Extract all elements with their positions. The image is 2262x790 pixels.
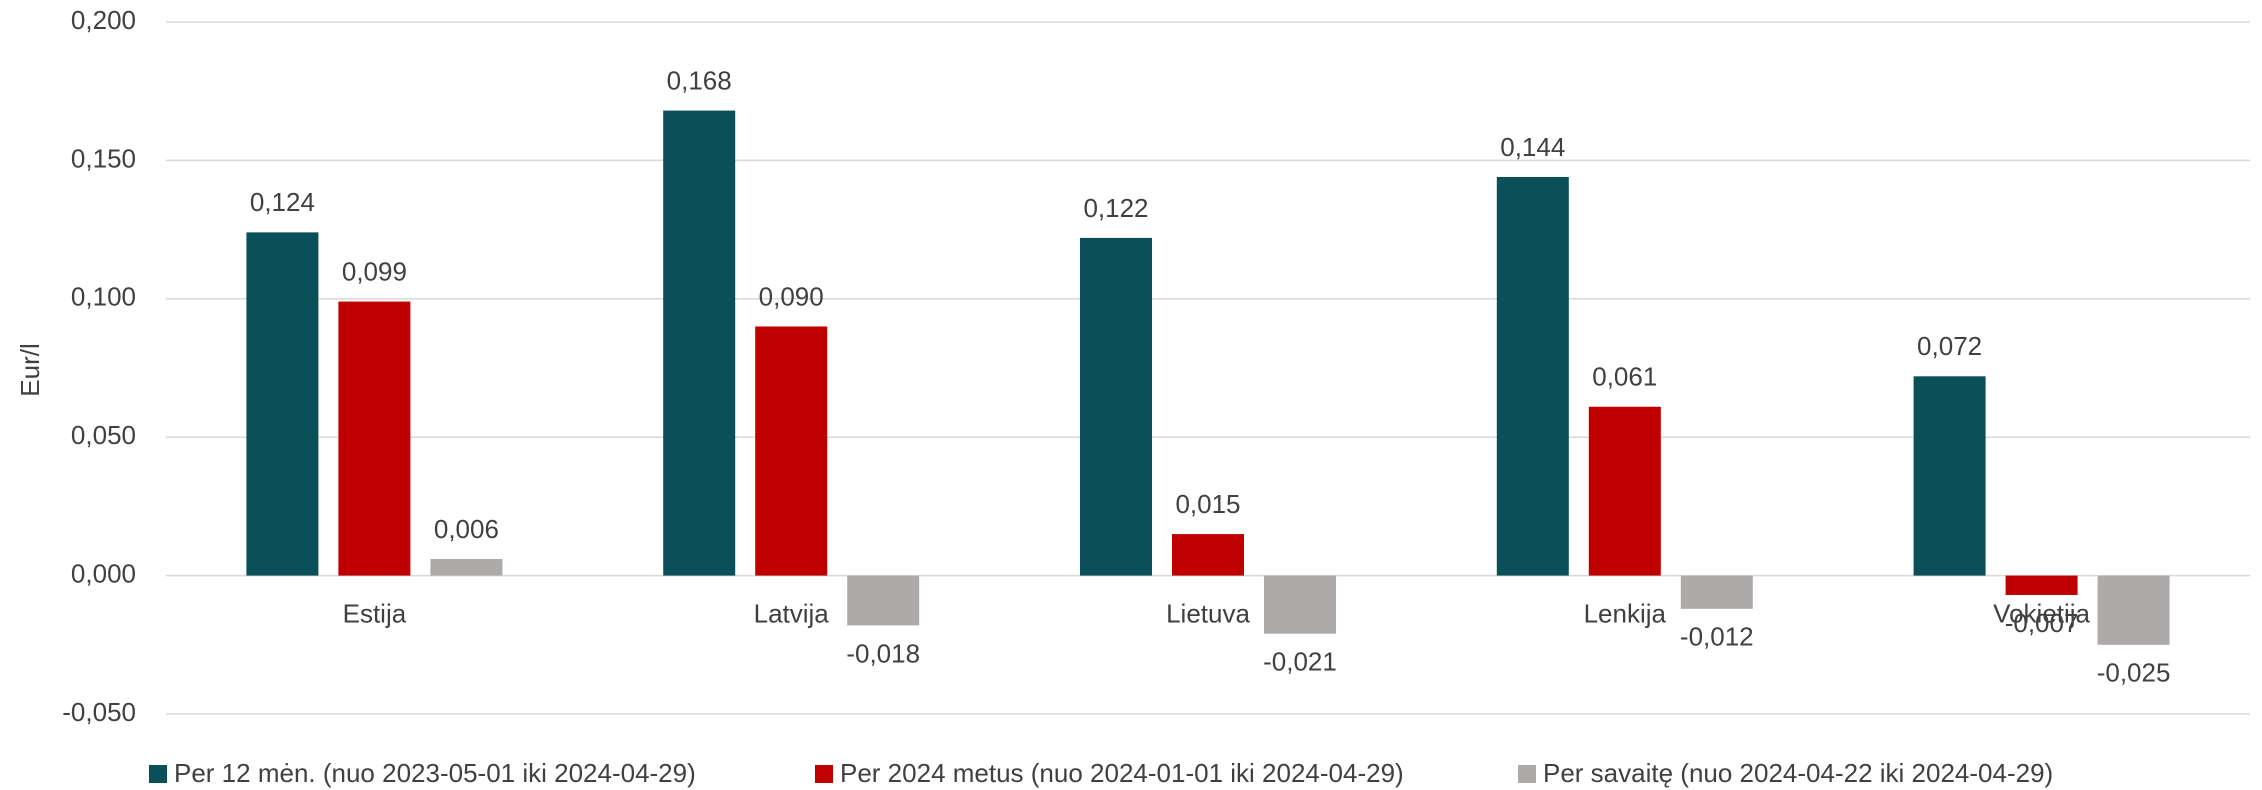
y-tick-label: -0,050 — [62, 697, 136, 727]
bar — [1588, 406, 1661, 576]
data-label: 0,124 — [250, 187, 315, 217]
bar — [1172, 534, 1244, 576]
bar — [755, 326, 828, 576]
y-tick-label: 0,050 — [71, 420, 136, 450]
data-label: 0,072 — [1917, 331, 1982, 361]
x-tick-label: Lenkija — [1584, 598, 1667, 628]
data-label: -0,018 — [846, 638, 920, 668]
bar — [338, 301, 411, 576]
bar — [430, 558, 503, 576]
y-tick-label: 0,000 — [71, 558, 136, 588]
legend-label: Per 12 mėn. (nuo 2023-05-01 iki 2024-04-… — [174, 758, 696, 788]
bar — [2097, 575, 2170, 645]
x-tick-label: Estija — [343, 598, 407, 628]
legend-swatch — [815, 765, 833, 783]
y-tick-label: 0,100 — [71, 282, 136, 312]
legend-swatch — [149, 765, 167, 783]
data-label: -0,021 — [1263, 647, 1337, 677]
data-label: 0,006 — [434, 514, 499, 544]
bar — [246, 232, 319, 576]
bar — [2005, 575, 2078, 595]
data-label: 0,099 — [342, 256, 407, 286]
data-label: -0,007 — [2005, 608, 2079, 638]
bar — [663, 110, 736, 576]
legend-swatch — [1518, 765, 1536, 783]
legend-label: Per savaitę (nuo 2024-04-22 iki 2024-04-… — [1543, 758, 2053, 788]
bar — [1680, 575, 1753, 609]
x-tick-label: Latvija — [754, 598, 830, 628]
y-tick-label: 0,200 — [71, 5, 136, 35]
data-label: 0,168 — [667, 65, 732, 95]
data-label: 0,144 — [1500, 132, 1565, 162]
x-tick-label: Vokietija — [1993, 598, 2090, 628]
data-label: 0,015 — [1175, 489, 1240, 519]
bar — [1496, 177, 1569, 576]
bar — [1264, 575, 1336, 634]
data-label: -0,025 — [2097, 658, 2171, 688]
data-label: -0,012 — [1680, 622, 1754, 652]
data-label: 0,061 — [1592, 362, 1657, 392]
x-tick-label: Lietuva — [1166, 598, 1250, 628]
y-tick-label: 0,150 — [71, 143, 136, 173]
data-label: 0,090 — [759, 281, 824, 311]
y-axis-label: Eur/l — [15, 343, 45, 396]
bar — [1080, 237, 1152, 576]
legend-label: Per 2024 metus (nuo 2024-01-01 iki 2024-… — [840, 758, 1404, 788]
bar — [847, 575, 920, 626]
data-label: 0,122 — [1083, 193, 1148, 223]
bar — [1913, 376, 1986, 576]
